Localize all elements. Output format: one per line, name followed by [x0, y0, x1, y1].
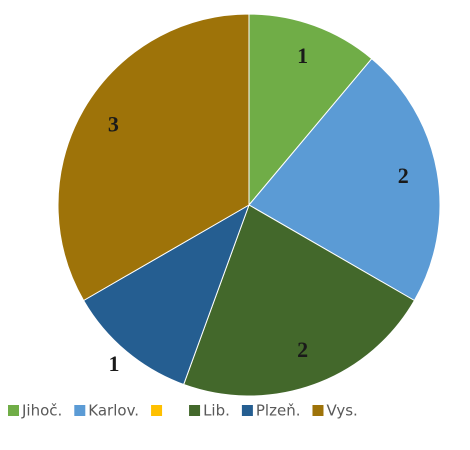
- pie-slice: [248, 57, 441, 302]
- data-label: 1: [108, 351, 119, 376]
- legend-label: Karlov.: [88, 402, 139, 420]
- pie-slice: [82, 203, 250, 386]
- legend-swatch: [189, 405, 201, 416]
- legend-label: Vys.: [326, 402, 357, 420]
- data-label: 1: [297, 43, 308, 68]
- pie-slice: [248, 13, 373, 207]
- legend-swatch: [312, 405, 324, 416]
- data-label: 3: [108, 112, 119, 137]
- legend-swatch: [8, 405, 19, 416]
- legend-label: Lib.: [203, 402, 230, 420]
- legend-swatch: [74, 405, 86, 416]
- pie-slice: [57, 13, 250, 302]
- legend-swatch: [241, 405, 253, 416]
- legend-swatch: [151, 405, 163, 416]
- data-label: 2: [398, 163, 409, 188]
- pie-slice: [183, 204, 416, 397]
- legend-label: Plzeň.: [256, 402, 301, 420]
- data-label: 2: [297, 337, 308, 362]
- legend-label: Jihoč.: [21, 402, 62, 420]
